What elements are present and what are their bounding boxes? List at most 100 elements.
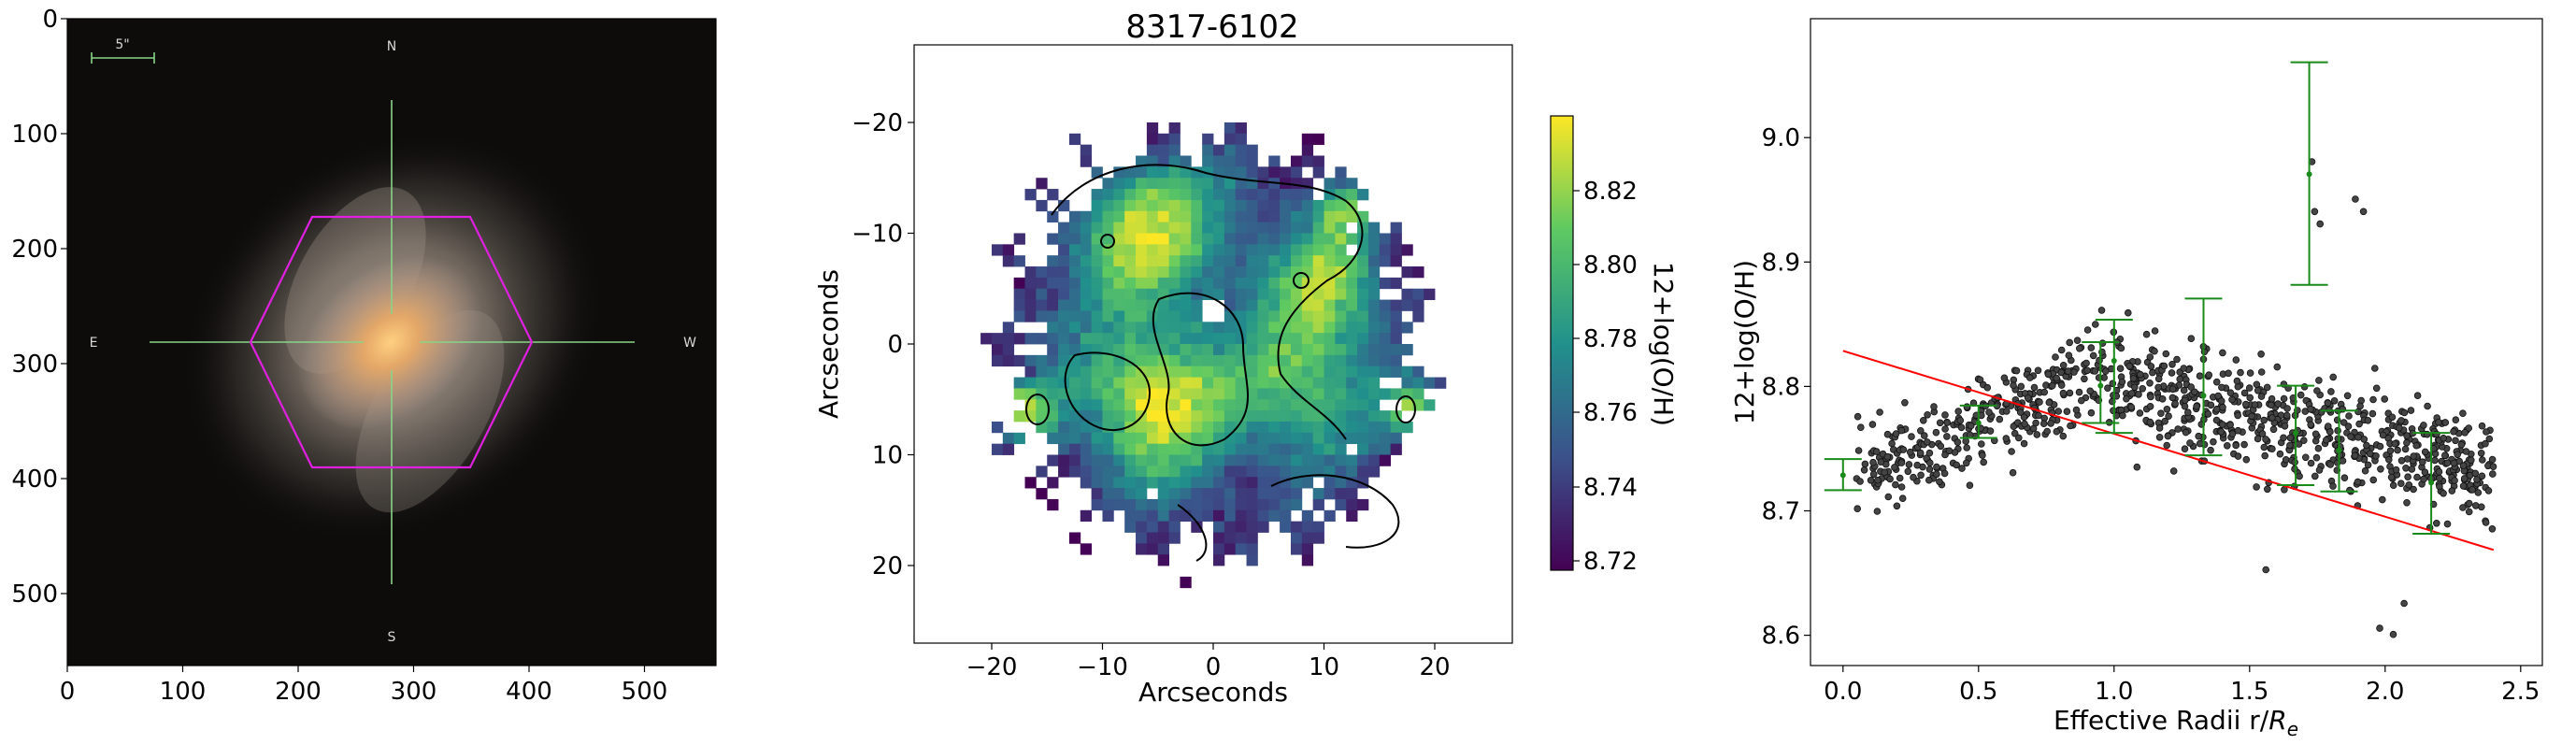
map-pixel — [1335, 310, 1347, 322]
map-pixel — [1335, 443, 1347, 455]
map-pixel — [1202, 365, 1214, 378]
map-pixel — [1379, 299, 1392, 311]
map-pixel — [1280, 266, 1292, 279]
map-pixel — [1224, 498, 1237, 511]
map-pixel — [1268, 509, 1281, 523]
map-pixel — [1290, 443, 1303, 455]
map-pixel — [1136, 477, 1148, 489]
map-pixel — [1202, 354, 1214, 367]
map-pixel — [1036, 399, 1048, 411]
map-pixel — [1113, 432, 1125, 445]
map-pixel — [1367, 432, 1381, 445]
map-pixel — [1157, 144, 1169, 156]
map-pixel — [1257, 509, 1269, 523]
map-pixel — [1146, 521, 1159, 533]
map-pixel — [1324, 244, 1336, 256]
map-pixel — [1280, 388, 1292, 400]
scatter-point — [1923, 454, 1930, 463]
map-pixel — [1146, 288, 1159, 300]
map-pixel — [1335, 477, 1347, 489]
scatter-point — [1966, 481, 1974, 489]
map-pixel — [1168, 133, 1181, 146]
scatter-point — [2296, 472, 2303, 480]
map-pixel — [1357, 377, 1369, 389]
map-pixel — [1058, 454, 1070, 466]
map-pixel — [1235, 488, 1247, 500]
map-pixel — [1191, 498, 1203, 511]
map-pixel — [1268, 255, 1281, 267]
map-pixel — [1246, 344, 1258, 356]
map-pixel — [1113, 488, 1125, 500]
map-pixel — [1301, 377, 1314, 389]
map-pixel — [1102, 222, 1114, 234]
map-pixel — [1113, 299, 1125, 311]
image-x-tick-label: 500 — [622, 678, 668, 706]
image-y-tick-label: 0 — [42, 6, 58, 34]
map-pixel — [1102, 488, 1114, 500]
map-pixel — [1168, 299, 1181, 311]
map-pixel — [1091, 377, 1103, 389]
scatter-point — [2196, 439, 2204, 448]
map-pixel — [1246, 466, 1258, 478]
map-pixel — [1224, 233, 1237, 245]
map-pixel — [1191, 233, 1203, 245]
colorbar-tick-label: 8.78 — [1583, 325, 1638, 353]
map-pixel — [1301, 354, 1314, 367]
scatter-point — [2218, 383, 2225, 392]
scatter-point — [1897, 483, 1906, 491]
map-pixel — [1213, 454, 1225, 466]
scatter-point — [1953, 461, 1961, 469]
map-pixel — [1346, 388, 1358, 400]
map-pixel — [1390, 255, 1402, 267]
map-pixel — [1146, 189, 1159, 201]
scatter-point — [2394, 446, 2401, 454]
map-pixel — [1335, 255, 1347, 267]
map-pixel — [1136, 266, 1148, 279]
scatter-point — [2413, 392, 2422, 400]
scatter-point — [2452, 416, 2460, 424]
map-pixel — [1412, 266, 1424, 279]
scatter-point — [2052, 353, 2059, 361]
map-pixel — [1036, 488, 1048, 500]
map-pixel — [1146, 344, 1159, 356]
map-pixel — [1180, 576, 1192, 589]
scatter-point — [2245, 384, 2254, 392]
map-pixel — [1168, 365, 1181, 378]
scatter-point — [1933, 470, 1940, 479]
scatter-point — [2127, 403, 2136, 411]
map-pixel — [1013, 277, 1025, 290]
scatter-point — [2139, 384, 2147, 393]
map-pixel — [1346, 288, 1358, 300]
map-pixel — [1202, 509, 1214, 523]
map-pixel — [1367, 466, 1381, 478]
map-pixel — [1191, 354, 1203, 367]
scatter-point — [2448, 487, 2456, 494]
map-pixel — [1268, 322, 1281, 334]
map-pixel — [1357, 410, 1369, 423]
map-pixel — [1113, 365, 1125, 378]
scatter-point — [2274, 400, 2282, 408]
scatter-point — [2070, 368, 2078, 376]
map-pixel — [1102, 199, 1114, 212]
map-pixel — [1357, 222, 1369, 234]
map-pixel — [1136, 244, 1148, 256]
map-pixel — [1136, 277, 1148, 290]
scatter-point — [2024, 394, 2032, 402]
scatter-point — [1921, 432, 1928, 439]
map-pixel — [1401, 288, 1413, 300]
map-pixel — [1202, 410, 1214, 423]
map-pixel — [1290, 244, 1303, 256]
scatter-point — [2421, 448, 2429, 456]
map-pixel — [1091, 399, 1103, 411]
map-pixel — [1024, 388, 1037, 400]
errorbar — [2290, 61, 2328, 286]
map-pixel — [1002, 432, 1015, 445]
map-pixel — [1301, 222, 1314, 234]
map-pixel — [1024, 310, 1037, 322]
map-pixel — [1146, 322, 1159, 334]
map-x-tick-label: −20 — [966, 653, 1018, 681]
scatter-point — [2257, 393, 2266, 400]
scatter-point — [1910, 473, 1917, 481]
map-pixel — [1168, 222, 1181, 234]
scatter-point — [2295, 440, 2303, 448]
